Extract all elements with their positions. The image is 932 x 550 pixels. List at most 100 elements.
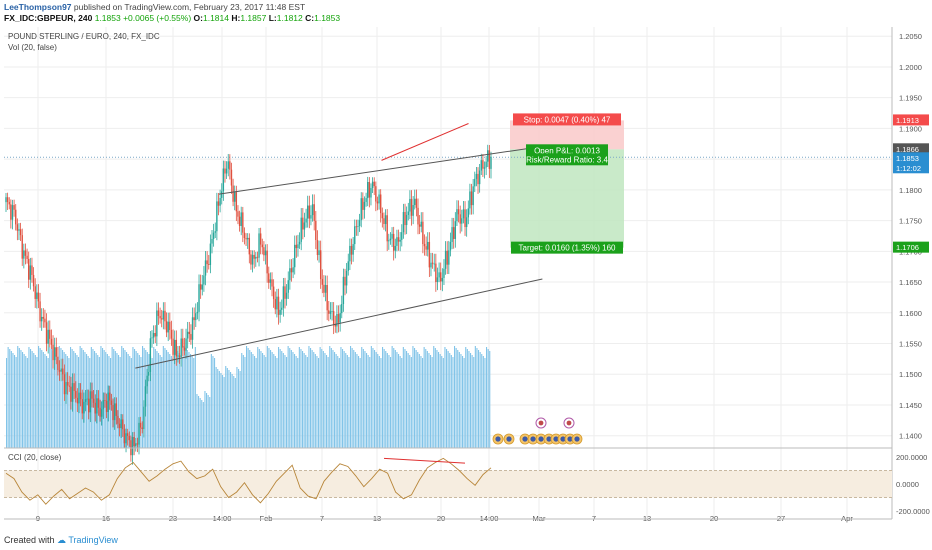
candle-body [204, 260, 207, 276]
volume-bar [418, 354, 420, 448]
candle-body [154, 333, 156, 337]
volume-bar [324, 353, 326, 448]
volume-bar [215, 367, 217, 448]
volume-bar [249, 350, 251, 448]
candle-body [222, 168, 225, 192]
candle-body [186, 331, 189, 339]
candle-body [235, 192, 238, 212]
volume-bar [102, 348, 104, 448]
volume-bar [234, 378, 236, 448]
volume-bar [425, 349, 427, 448]
y-tick-label: 1.1450 [899, 401, 922, 410]
candle-body [8, 201, 10, 205]
volume-bar [466, 349, 468, 448]
volume-bar [116, 353, 118, 448]
volume-bar [386, 353, 388, 448]
candle-body [381, 213, 384, 219]
y-tick-label: 1.1750 [899, 217, 922, 226]
volume-bar [57, 357, 59, 448]
chart-labels: POUND STERLING / EURO, 240, FX_IDC Vol (2… [8, 32, 929, 254]
trend-lines[interactable] [135, 123, 543, 369]
candle-body [289, 268, 291, 281]
volume-bar [82, 350, 84, 448]
volume-bar [17, 346, 19, 448]
tradingview-logo-icon[interactable]: ☁ [57, 535, 67, 545]
volume-bar [383, 349, 385, 448]
candle-body [418, 224, 421, 227]
volume-bars [6, 346, 491, 448]
volume-bar [49, 347, 51, 448]
y-tick-label: 1.1800 [899, 186, 922, 195]
candle-body [279, 309, 281, 315]
volume-bar [402, 347, 404, 448]
candle-body [321, 279, 324, 285]
volume-bar [142, 346, 144, 448]
stop-label: Stop: 0.0047 (0.40%) 47 [524, 115, 611, 124]
candle-body [470, 191, 473, 206]
volume-bar [143, 348, 145, 448]
volume-bar [479, 352, 481, 448]
volume-bar [260, 351, 262, 448]
candle-body [376, 201, 379, 204]
volume-bar [202, 402, 204, 448]
candle-body [34, 286, 36, 299]
volume-bar [138, 355, 140, 448]
volume-bar [180, 355, 182, 448]
candle-body [462, 209, 465, 219]
volume-bar [204, 391, 206, 448]
volume-bar [366, 353, 368, 448]
candle-body [242, 212, 244, 233]
volume-bar [172, 358, 174, 448]
volume-bar [401, 358, 403, 448]
candle-body [427, 241, 429, 250]
volume-bar [108, 356, 110, 448]
volume-bar [345, 353, 347, 448]
candle-body [446, 250, 448, 265]
volume-bar [106, 354, 108, 448]
candle-body [238, 216, 241, 226]
volume-bar [354, 352, 356, 448]
rr-label: Risk/Reward Ratio: 3.4 [526, 155, 608, 164]
event-flag-icon [574, 436, 580, 442]
footer: Created with ☁ TradingView [4, 535, 118, 546]
volume-bar [370, 346, 372, 448]
candle-body [392, 233, 395, 251]
candle-body [162, 310, 165, 320]
volume-bar [110, 358, 112, 448]
candle-body [208, 264, 210, 265]
candle-body [315, 220, 317, 241]
event-markers[interactable] [492, 417, 583, 445]
volume-bar [228, 370, 230, 448]
candle-body [482, 160, 484, 169]
volume-bar [298, 347, 300, 448]
candle-body [57, 356, 59, 370]
candle-body [287, 280, 289, 293]
tradingview-brand[interactable]: TradingView [68, 535, 118, 545]
candle-body [201, 284, 203, 290]
volume-bar [154, 349, 156, 448]
author-name[interactable]: LeeThompson97 [4, 2, 72, 12]
candle-body [324, 285, 327, 293]
candle-body [70, 386, 72, 402]
candle-body [105, 400, 108, 413]
channel-upper-line [218, 146, 540, 195]
chart-area[interactable]: 1.20501.20001.19501.19001.18501.18001.17… [0, 27, 932, 533]
volume-bar [311, 350, 313, 448]
candle-body [151, 337, 153, 339]
volume-bar [161, 357, 163, 448]
volume-bar [294, 354, 296, 448]
event-flag-icon [567, 436, 573, 442]
candle-body [303, 222, 306, 230]
candle-body [386, 215, 388, 242]
volume-bar [268, 348, 270, 448]
y-tick-label: 1.1500 [899, 370, 922, 379]
candle-body [49, 329, 51, 339]
candle-body [15, 209, 17, 225]
ohlc-bar: FX_IDC:GBPEUR, 240 1.1853 +0.0065 (+0.55… [4, 13, 340, 23]
candle-body [225, 168, 228, 174]
volume-bar [279, 349, 281, 448]
candle-body [441, 277, 444, 282]
volume-bar [175, 349, 177, 448]
volume-bar [18, 348, 20, 448]
candle-body [5, 197, 7, 203]
